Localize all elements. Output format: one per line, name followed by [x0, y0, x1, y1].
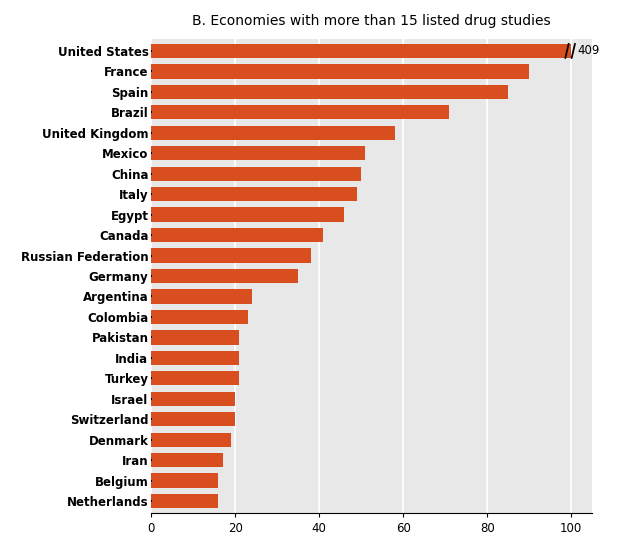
Bar — [151, 228, 323, 242]
Bar — [151, 44, 571, 58]
Bar — [151, 351, 239, 365]
Bar — [151, 84, 508, 99]
Bar — [151, 248, 311, 263]
Bar — [151, 474, 219, 488]
Bar — [151, 146, 365, 161]
Bar — [151, 453, 222, 468]
Bar — [151, 371, 239, 385]
Bar — [151, 269, 298, 283]
Bar — [151, 391, 235, 406]
Title: B. Economies with more than 15 listed drug studies: B. Economies with more than 15 listed dr… — [192, 14, 551, 28]
Bar — [151, 310, 248, 324]
Bar — [151, 126, 395, 140]
Text: 409: 409 — [578, 44, 600, 57]
Bar — [151, 64, 529, 78]
Bar — [151, 105, 449, 119]
Bar — [151, 330, 239, 344]
Bar — [151, 167, 361, 181]
Bar — [151, 208, 345, 222]
Bar — [151, 494, 219, 508]
Bar — [151, 289, 252, 304]
Bar — [151, 187, 357, 201]
Bar — [151, 412, 235, 426]
Bar — [151, 433, 231, 447]
